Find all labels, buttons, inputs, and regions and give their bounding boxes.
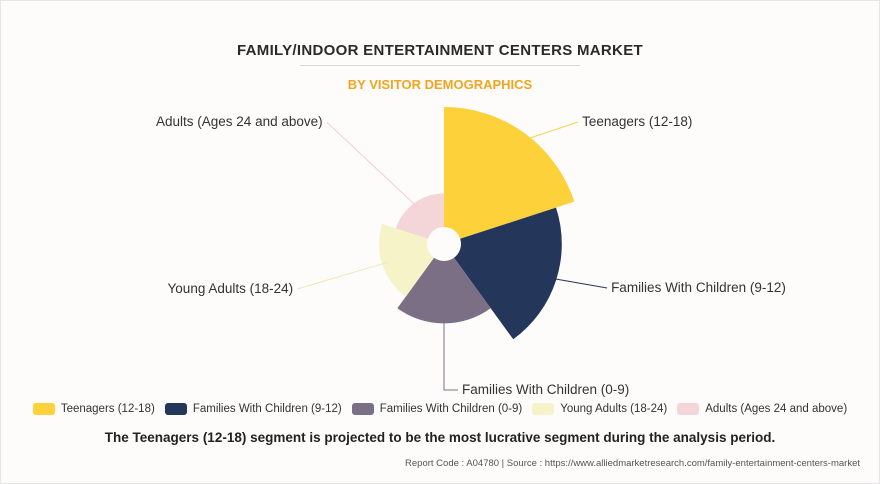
slice-label-2: Families With Children (0-9) xyxy=(462,382,629,397)
legend-label: Families With Children (0-9) xyxy=(379,403,523,415)
legend-item-teenagers: Teenagers (12-18) xyxy=(32,403,155,415)
legend-item-young-adults: Young Adults (18-24) xyxy=(532,403,667,415)
slice-2 xyxy=(397,257,491,324)
legend-label: Adults (Ages 24 and above) xyxy=(705,403,848,415)
legend-item-families-9-12: Families With Children (9-12) xyxy=(164,403,342,415)
chart-legend: Teenagers (12-18) Families With Children… xyxy=(0,403,880,415)
legend-swatch xyxy=(677,403,700,415)
legend-label: Families With Children (9-12) xyxy=(192,403,342,415)
chart-subtitle: BY VISITOR DEMOGRAPHICS xyxy=(347,77,533,92)
slice-1 xyxy=(453,207,562,340)
leader-line-1 xyxy=(546,276,608,289)
leader-line-0 xyxy=(517,121,579,143)
source-citation: Report Code : A04780 | Source : https://… xyxy=(405,458,860,469)
legend-item-adults: Adults (Ages 24 and above) xyxy=(677,403,847,415)
slice-4 xyxy=(395,193,444,239)
chart-footnote: The Teenagers (12-18) segment is project… xyxy=(104,430,776,445)
leader-line-2 xyxy=(443,317,458,391)
title-divider xyxy=(300,65,580,66)
legend-swatch xyxy=(351,403,374,415)
legend-swatch xyxy=(32,403,55,415)
slice-0 xyxy=(444,107,575,239)
legend-item-families-0-9: Families With Children (0-9) xyxy=(351,403,523,415)
slice-label-0: Teenagers (12-18) xyxy=(582,114,692,129)
leader-line-4 xyxy=(326,121,417,207)
legend-label: Young Adults (18-24) xyxy=(560,403,668,415)
slice-label-4: Adults (Ages 24 and above) xyxy=(156,114,323,129)
legend-swatch xyxy=(164,403,187,415)
legend-label: Teenagers (12-18) xyxy=(60,403,155,415)
slice-label-1: Families With Children (9-12) xyxy=(611,280,786,295)
slice-label-3: Young Adults (18-24) xyxy=(168,281,294,296)
chart-title: FAMILY/INDOOR ENTERTAINMENT CENTERS MARK… xyxy=(237,42,643,59)
leader-line-3 xyxy=(296,261,388,290)
slice-3 xyxy=(379,223,435,297)
polar-area-chart: Teenagers (12-18) Families With Children … xyxy=(156,107,786,397)
legend-swatch xyxy=(532,403,555,415)
